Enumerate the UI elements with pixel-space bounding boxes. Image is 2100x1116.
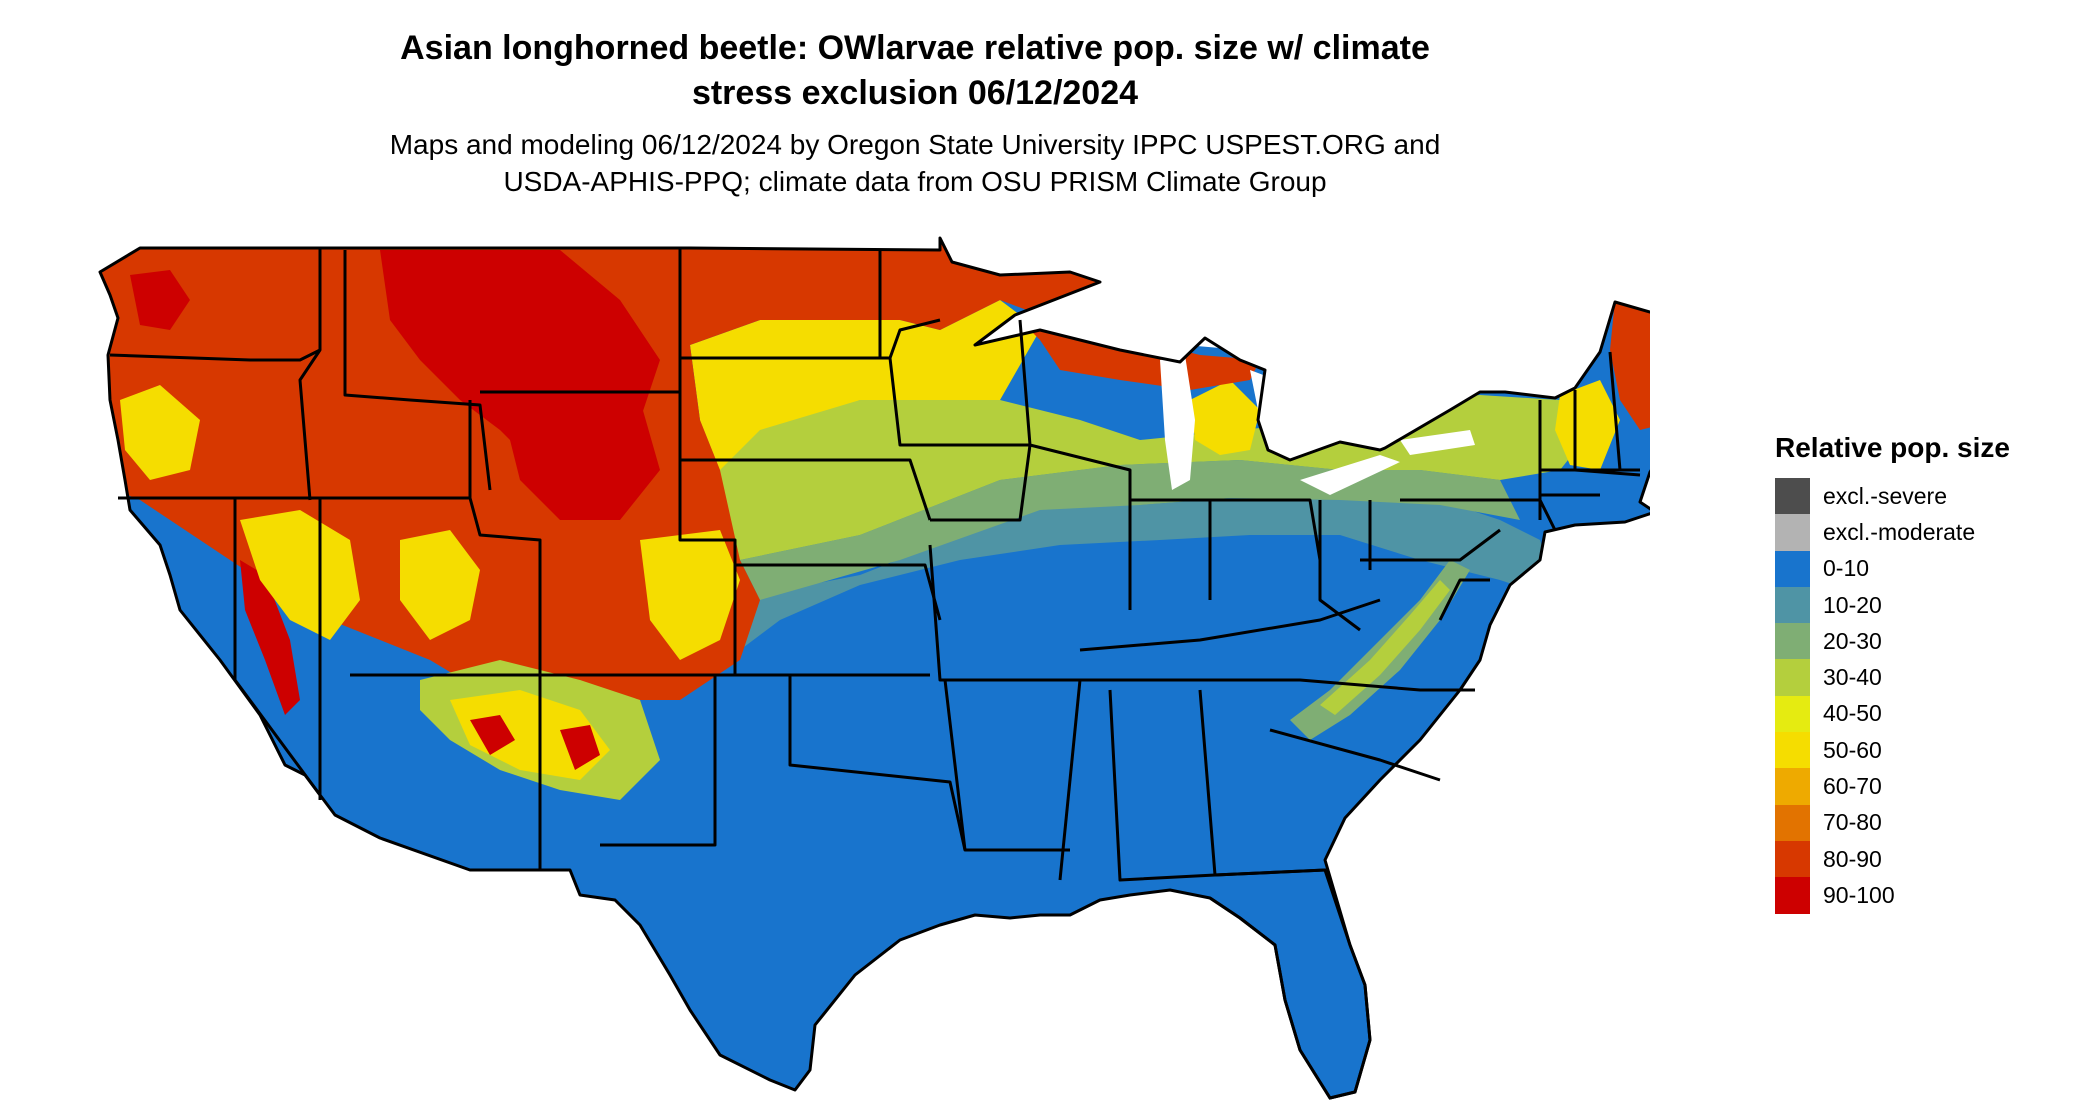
state-boundaries (98, 236, 1650, 1100)
legend-swatch (1775, 804, 1810, 841)
legend-swatch (1775, 695, 1810, 733)
legend-swatch (1775, 550, 1810, 587)
us-population-map (98, 236, 1650, 1100)
legend-label: 90-100 (1823, 881, 1895, 908)
legend-swatch (1775, 732, 1810, 769)
legend-item: 30-40 (1775, 659, 2010, 696)
legend-item: 60-70 (1775, 768, 2010, 805)
legend-item: 70-80 (1775, 804, 2010, 841)
lake-erie (1300, 455, 1400, 495)
legend-label: 80-90 (1823, 845, 1882, 872)
legend-swatch (1775, 586, 1810, 624)
great-lakes (1040, 300, 1475, 495)
band-30-40-appalachia (1320, 580, 1450, 715)
legend-label: 0-10 (1823, 555, 1870, 582)
legend-label: excl.-severe (1823, 482, 1947, 509)
band-20-30 (740, 460, 1520, 600)
band-90-100-wyoming (500, 400, 660, 520)
legend-swatch (1775, 659, 1810, 696)
legend-item: 50-60 (1775, 732, 2010, 769)
map-legend: Relative pop. size excl.-severe excl.-mod… (1775, 432, 2010, 914)
lake-superior (1040, 300, 1250, 348)
band-90-100-sierra (240, 560, 300, 715)
legend-label: excl.-moderate (1823, 518, 1976, 545)
ca-nv-border (233, 498, 322, 796)
id-wa-or-line (298, 248, 322, 501)
band-50-60-plains (690, 300, 1040, 470)
va-md-line (1438, 578, 1490, 621)
legend-swatch (1775, 514, 1810, 551)
nd-sd-line (680, 318, 941, 360)
ky-line (1079, 598, 1381, 652)
map-title-line-1: Asian longhorned beetle: OWlarvae relati… (400, 29, 1430, 67)
band-50-60-michigan (1190, 380, 1260, 455)
lake-ontario (1400, 430, 1475, 455)
map-title: Asian longhorned beetle: OWlarvae relati… (250, 26, 1580, 116)
ms-line (1058, 679, 1082, 881)
in-oh-line (1210, 498, 1322, 561)
sd-ne-line (680, 458, 932, 521)
legend-item: 80-90 (1775, 840, 2010, 878)
band-90-100-washington (130, 270, 190, 330)
lake-michigan (1160, 355, 1195, 490)
map-subtitle-line-2: USDA-APHIS-PPQ; climate data from OSU PR… (503, 166, 1327, 197)
legend-label: 60-70 (1823, 773, 1882, 800)
al-line (1108, 689, 1216, 882)
wa-or-border (109, 348, 321, 362)
relative-pop-size-layer (100, 238, 1650, 1098)
pa-line (1360, 528, 1501, 562)
sc-line (1269, 728, 1441, 782)
legend-swatch (1775, 478, 1810, 515)
id-mt-line (343, 250, 492, 491)
legend-swatch (1775, 877, 1810, 914)
map-subtitle-line-1: Maps and modeling 06/12/2024 by Oregon S… (389, 129, 1441, 160)
legend-item: 20-30 (1775, 623, 2010, 660)
band-90-100-southwest (470, 715, 600, 770)
band-10-20 (730, 492, 1560, 650)
band-50-60-oregon (120, 385, 200, 480)
band-50-60-colorado-east (640, 530, 740, 660)
legend-item: 90-100 (1775, 877, 2010, 914)
oh-wv-line (1318, 500, 1361, 632)
legend-item: 40-50 (1775, 695, 2010, 733)
legend-item: excl.-moderate (1775, 514, 2010, 551)
legend-item: 10-20 (1775, 586, 2010, 624)
band-80-90-maine (1610, 300, 1650, 430)
band-50-60-nevada (240, 510, 360, 640)
band-50-60-southwest (450, 690, 610, 780)
florida-coast (1209, 868, 1372, 1100)
mo-ar-line (928, 544, 1080, 682)
legend-label: 70-80 (1823, 809, 1882, 836)
tn-nc-line (1080, 678, 1475, 692)
ut-co-line (468, 497, 542, 675)
nh-me-line (1608, 351, 1622, 471)
band-50-60-newengland (1555, 380, 1620, 470)
legend-swatch (1775, 623, 1810, 660)
legend-title: Relative pop. size (1775, 432, 2010, 463)
ia-mo-line (930, 444, 1032, 522)
legend-swatch (1775, 840, 1810, 878)
lake-huron (1250, 370, 1310, 450)
map-subtitle: Maps and modeling 06/12/2024 by Oregon S… (250, 126, 1580, 200)
ok-tx-red-river (788, 675, 967, 851)
legend-label: 30-40 (1823, 664, 1882, 691)
legend-label: 40-50 (1823, 700, 1882, 727)
map-title-line-2: stress exclusion 06/12/2024 (691, 74, 1139, 112)
ar-la-line (943, 679, 1070, 852)
legend-items: excl.-severe excl.-moderate 0-10 10-20 20-30… (1775, 478, 2010, 914)
mn-ia-line (888, 357, 1030, 447)
legend-label: 20-30 (1823, 627, 1882, 654)
legend-item: excl.-severe (1775, 478, 2010, 515)
ok-tx-panhandle (600, 675, 717, 847)
legend-label: 10-20 (1823, 591, 1882, 618)
legend-swatch (1775, 768, 1810, 805)
legend-label: 50-60 (1823, 736, 1882, 763)
legend-item: 0-10 (1775, 550, 2010, 587)
wi-il-line (1018, 319, 1132, 610)
band-50-60-utah (400, 530, 480, 640)
